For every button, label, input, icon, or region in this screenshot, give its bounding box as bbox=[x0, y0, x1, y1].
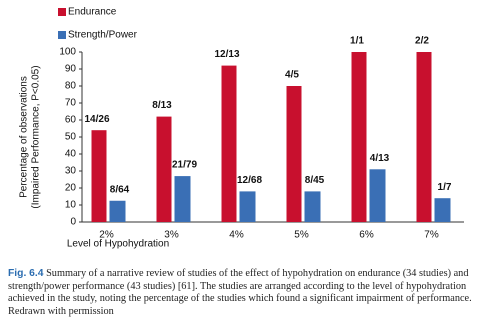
x-tick-label: 4% bbox=[229, 230, 244, 241]
value-label: 4/5 bbox=[285, 70, 299, 81]
y-axis-title: Percentage of observations bbox=[19, 76, 30, 198]
y-tick-label: 90 bbox=[65, 64, 77, 75]
y-tick-label: 60 bbox=[65, 115, 77, 126]
value-label: 12/68 bbox=[237, 175, 262, 186]
value-label: 1/1 bbox=[350, 36, 364, 47]
y-tick-label: 70 bbox=[65, 98, 77, 109]
bar bbox=[174, 176, 191, 222]
y-axis-title: (Impaired Performance, P<0.05) bbox=[31, 65, 42, 208]
bar bbox=[416, 52, 432, 222]
y-tick-label: 0 bbox=[70, 217, 76, 228]
bar bbox=[221, 65, 237, 222]
value-label: 21/79 bbox=[172, 160, 197, 171]
bar bbox=[304, 191, 321, 222]
y-tick-label: 20 bbox=[65, 183, 77, 194]
x-tick-label: 7% bbox=[424, 230, 439, 241]
value-label: 12/13 bbox=[214, 49, 239, 60]
y-tick-label: 10 bbox=[65, 200, 77, 211]
bar bbox=[369, 169, 386, 222]
x-tick-label: 3% bbox=[164, 230, 179, 241]
legend-label: Endurance bbox=[68, 7, 117, 18]
value-label: 1/7 bbox=[438, 182, 452, 193]
y-tick-label: 50 bbox=[65, 132, 77, 143]
x-axis-title: Level of Hypohydration bbox=[67, 239, 169, 250]
value-label: 4/13 bbox=[370, 153, 390, 164]
x-tick-label: 6% bbox=[359, 230, 374, 241]
value-label: 2/2 bbox=[415, 36, 429, 47]
caption: Fig. 6.4 Summary of a narrative review o… bbox=[8, 268, 474, 318]
value-label: 8/13 bbox=[152, 100, 172, 111]
y-tick-label: 40 bbox=[65, 149, 77, 160]
caption-label: Fig. 6.4 bbox=[8, 268, 44, 279]
value-label: 8/45 bbox=[305, 175, 325, 186]
bar bbox=[286, 86, 302, 222]
bar bbox=[239, 191, 256, 222]
y-tick-label: 80 bbox=[65, 81, 77, 92]
bar bbox=[109, 200, 126, 222]
bar bbox=[351, 52, 367, 222]
bar bbox=[434, 198, 451, 222]
y-tick-label: 30 bbox=[65, 166, 77, 177]
bar bbox=[156, 116, 172, 222]
value-label: 14/26 bbox=[84, 114, 109, 125]
legend-marker bbox=[58, 8, 66, 16]
y-tick-label: 100 bbox=[59, 47, 76, 58]
x-tick-label: 2% bbox=[99, 230, 114, 241]
caption-text: Summary of a narrative review of studies… bbox=[8, 268, 472, 317]
legend-label: Strength/Power bbox=[68, 30, 138, 41]
bar bbox=[91, 130, 107, 222]
chart: Level of Hypohydration Percentage of obs… bbox=[19, 7, 464, 250]
x-tick-label: 5% bbox=[294, 230, 309, 241]
value-label: 8/64 bbox=[110, 184, 130, 195]
legend-marker bbox=[58, 31, 66, 39]
